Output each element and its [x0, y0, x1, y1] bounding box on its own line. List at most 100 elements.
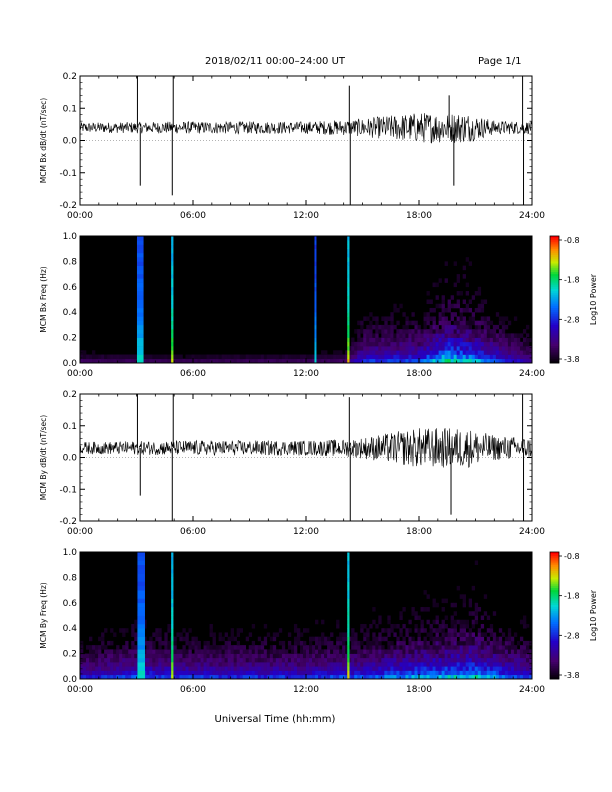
spectrogram-cell	[465, 674, 470, 680]
spectrogram-cell	[516, 670, 521, 676]
spectrogram-cell	[471, 645, 476, 650]
spectrogram-cell	[426, 333, 430, 338]
spectrogram-cell	[450, 354, 454, 360]
spectrogram-cell	[321, 636, 325, 642]
spectrogram-cell	[155, 632, 159, 637]
spectrogram-cell	[260, 354, 265, 360]
spectrogram-band-cell	[137, 568, 145, 574]
spectrogram-cell	[387, 337, 391, 343]
spectrogram-band-cell	[314, 282, 317, 288]
spectrogram-cell	[399, 354, 403, 360]
spectrogram-cell	[405, 666, 409, 671]
spectrogram-cell	[441, 657, 445, 663]
spectrogram-cell	[306, 628, 310, 633]
spectrogram-cell	[209, 623, 213, 629]
spectrogram-cell	[143, 358, 147, 364]
colorbar-segment	[550, 626, 559, 629]
spectrogram-cell	[293, 358, 298, 364]
colorbar-segment	[550, 263, 559, 267]
spectrogram-cell	[429, 653, 433, 659]
spectrogram-cell	[173, 640, 177, 646]
spectrogram-cell	[462, 602, 466, 608]
colorbar-segment	[550, 252, 559, 256]
spectrogram-cell	[245, 662, 250, 667]
spectrogram-cell	[495, 354, 500, 360]
spectrogram-cell	[387, 640, 391, 646]
spectrogram-cell	[351, 350, 355, 355]
spectrogram-cell	[441, 295, 445, 300]
spectrogram-band-cell	[347, 611, 350, 616]
spectrogram-cell	[459, 623, 463, 629]
spectrogram-cell	[528, 674, 533, 680]
spectrogram-cell	[474, 619, 479, 625]
spectrogram-cell	[281, 354, 286, 360]
spectrogram-cell	[125, 358, 129, 364]
spectrogram-cell	[372, 333, 376, 338]
spectrogram-cell	[390, 649, 394, 654]
spectrogram-cell	[393, 666, 397, 671]
spectrogram-band-cell	[137, 577, 145, 582]
spectrogram-cell	[456, 354, 460, 360]
spectrogram-band-cell	[314, 358, 317, 364]
spectrogram-cell	[251, 653, 256, 659]
spectrogram-cell	[293, 628, 298, 633]
spectrogram-cell	[245, 358, 250, 364]
spectrogram-band-cell	[137, 590, 145, 595]
spectrogram-cell	[438, 623, 442, 629]
spectrogram-cell	[296, 662, 301, 667]
spectrogram-cell	[435, 619, 439, 625]
spectrogram-cell	[182, 628, 186, 633]
spectrogram-cell	[420, 662, 424, 667]
spectrogram-cell	[342, 666, 346, 671]
spectrogram-cell	[375, 346, 379, 351]
spectrogram-cell	[263, 657, 268, 663]
spectrogram-cell	[396, 329, 400, 334]
spectrogram-cell	[152, 670, 156, 676]
spectrogram-cell	[110, 662, 114, 667]
spectrogram-band-cell	[314, 316, 317, 321]
spectrogram-cell	[414, 666, 418, 671]
spectrogram-cell	[125, 354, 129, 360]
spectrogram-cell	[420, 346, 424, 351]
spectrogram-cell	[414, 645, 418, 650]
spectrogram-cell	[372, 674, 376, 680]
spectrogram-cell	[188, 645, 192, 650]
spectrogram-cell	[441, 316, 445, 321]
spectrogram-cell	[164, 670, 168, 676]
spectrogram-cell	[480, 645, 485, 650]
spectrogram-cell	[215, 662, 219, 667]
spectrogram-cell	[411, 666, 415, 671]
spectrogram-cell	[480, 316, 485, 321]
spectrogram-cell	[444, 350, 448, 355]
spectrogram-cell	[281, 657, 286, 663]
spectrogram-cell	[309, 649, 313, 654]
spectrogram-cell	[86, 653, 90, 659]
spectrogram-cell	[372, 358, 376, 364]
spectrogram-cell	[315, 619, 319, 625]
spectrogram-cell	[504, 316, 509, 321]
spectrogram-cell	[462, 674, 466, 680]
spectrogram-cell	[420, 645, 424, 650]
spectrogram-cell	[432, 329, 436, 334]
spectrogram-cell	[465, 333, 470, 338]
spectrogram-cell	[306, 666, 310, 671]
spectrogram-cell	[417, 333, 421, 338]
spectrogram-cell	[128, 662, 132, 667]
spectrogram-cell	[459, 320, 463, 326]
spectrogram-cell	[188, 674, 192, 680]
spectrogram-cell	[122, 645, 126, 650]
spectrogram-cell	[227, 670, 231, 676]
spectrogram-cell	[519, 645, 524, 650]
spectrogram-cell	[302, 670, 307, 676]
spectrogram-cell	[393, 653, 397, 659]
spectrogram-cell	[453, 329, 457, 334]
spectrogram-cell	[269, 358, 274, 364]
spectrogram-cell	[519, 619, 524, 625]
spectrogram-cell	[429, 299, 433, 305]
spectrogram-cell	[459, 291, 463, 296]
spectrogram-cell	[342, 645, 346, 650]
spectrogram-band-cell	[136, 278, 144, 283]
spectrogram-band-cell	[171, 329, 174, 334]
spectrogram-cell	[315, 670, 319, 676]
spectrogram-cell	[411, 329, 415, 334]
